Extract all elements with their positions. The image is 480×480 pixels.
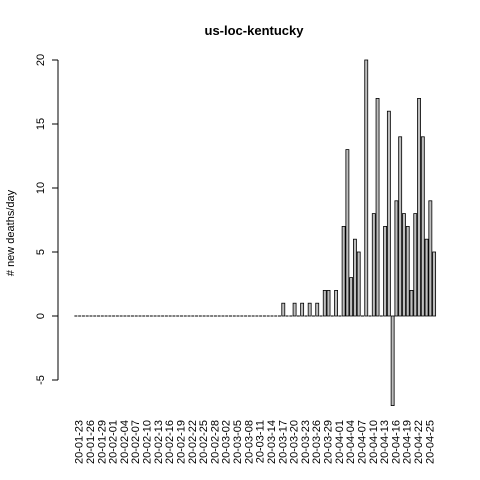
bar bbox=[413, 213, 418, 317]
x-tick-label: 20-04-01 bbox=[334, 420, 346, 464]
y-tick-label: -5 bbox=[35, 375, 47, 385]
bar bbox=[356, 251, 361, 317]
bar bbox=[281, 302, 286, 317]
bar bbox=[371, 213, 376, 317]
x-tick-label: 20-04-10 bbox=[368, 420, 380, 464]
y-tick-label: 15 bbox=[35, 118, 47, 130]
bar bbox=[345, 149, 350, 317]
bar bbox=[417, 98, 421, 317]
bar bbox=[375, 98, 380, 317]
x-tick-label: 20-02-25 bbox=[198, 420, 210, 464]
bar bbox=[386, 110, 391, 317]
bar bbox=[432, 251, 437, 317]
bar bbox=[383, 225, 388, 317]
x-tick-label: 20-02-01 bbox=[108, 420, 120, 464]
x-tick-label: 20-01-23 bbox=[74, 420, 86, 464]
x-tick-label: 20-02-28 bbox=[209, 420, 221, 464]
bar bbox=[292, 302, 297, 317]
x-tick-label: 20-02-10 bbox=[142, 420, 154, 464]
x-tick-label: 20-04-04 bbox=[345, 420, 357, 464]
bar bbox=[394, 200, 399, 317]
y-tick-label: 10 bbox=[35, 182, 47, 194]
bar bbox=[322, 289, 327, 317]
x-tick-label: 20-02-04 bbox=[119, 420, 131, 464]
bar bbox=[420, 136, 425, 317]
x-tick-label: 20-03-05 bbox=[232, 420, 244, 464]
bars bbox=[74, 59, 437, 406]
x-tick-label: 20-04-13 bbox=[379, 420, 391, 464]
x-tick-label: 20-02-07 bbox=[130, 420, 142, 464]
y-tick-label: 0 bbox=[35, 313, 47, 319]
x-tick-label: 20-04-25 bbox=[424, 420, 436, 464]
bar bbox=[398, 136, 403, 317]
y-axis: -5 0 5 10 15 20 bbox=[35, 54, 59, 385]
x-tick-label: 20-02-19 bbox=[175, 420, 187, 464]
bar bbox=[364, 59, 369, 317]
x-tick-label: 20-01-29 bbox=[96, 420, 108, 464]
x-tick-label: 20-04-07 bbox=[356, 420, 368, 464]
bar bbox=[315, 302, 320, 317]
x-tick-label: 20-03-14 bbox=[266, 420, 278, 464]
bar bbox=[353, 238, 357, 317]
x-tick-label: 20-03-02 bbox=[221, 420, 233, 464]
x-axis: 20-01-23 20-01-26 20-01-29 20-02-01 20-02-04… bbox=[74, 420, 437, 464]
bar bbox=[334, 289, 338, 317]
bar bbox=[405, 225, 410, 317]
bar bbox=[390, 315, 395, 406]
x-tick-label: 20-04-22 bbox=[413, 420, 425, 464]
x-tick-label: 20-02-16 bbox=[164, 420, 176, 464]
bar bbox=[341, 225, 346, 317]
x-tick-label: 20-04-19 bbox=[402, 420, 414, 464]
bar bbox=[349, 277, 354, 317]
bar bbox=[409, 289, 414, 317]
y-tick-label: 5 bbox=[35, 249, 47, 255]
bar bbox=[326, 289, 331, 317]
x-tick-label: 20-01-26 bbox=[85, 420, 97, 464]
bar bbox=[300, 302, 305, 317]
bar bbox=[424, 238, 429, 317]
y-tick-label: 20 bbox=[35, 54, 47, 66]
bar bbox=[402, 213, 406, 317]
x-tick-label: 20-03-17 bbox=[277, 420, 289, 464]
y-axis-label: # new deaths/day bbox=[5, 189, 17, 276]
bar bbox=[428, 200, 433, 317]
x-tick-label: 20-02-22 bbox=[187, 420, 199, 464]
x-tick-label: 20-03-08 bbox=[243, 420, 255, 464]
bar bbox=[307, 302, 312, 317]
x-tick-label: 20-03-29 bbox=[323, 420, 335, 464]
x-tick-label: 20-02-13 bbox=[153, 420, 165, 464]
chart-title: us-loc-kentucky bbox=[205, 23, 305, 38]
x-tick-label: 20-03-11 bbox=[255, 420, 267, 463]
x-tick-label: 20-03-20 bbox=[289, 420, 301, 464]
x-tick-label: 20-03-23 bbox=[300, 420, 312, 464]
x-tick-label: 20-03-26 bbox=[311, 420, 323, 464]
x-tick-label: 20-04-16 bbox=[390, 420, 402, 464]
